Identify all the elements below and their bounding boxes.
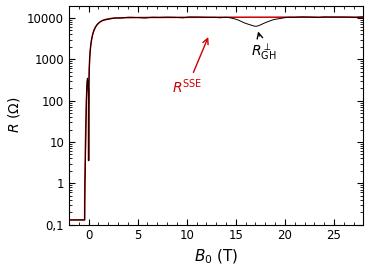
Text: $R_{\mathrm{GH}}^{\perp}$: $R_{\mathrm{GH}}^{\perp}$ <box>251 33 276 62</box>
Text: $R^{\mathrm{SSE}}$: $R^{\mathrm{SSE}}$ <box>172 38 208 96</box>
Y-axis label: $R$ ($\Omega$): $R$ ($\Omega$) <box>6 97 21 133</box>
X-axis label: $B_0$ (T): $B_0$ (T) <box>194 248 238 267</box>
